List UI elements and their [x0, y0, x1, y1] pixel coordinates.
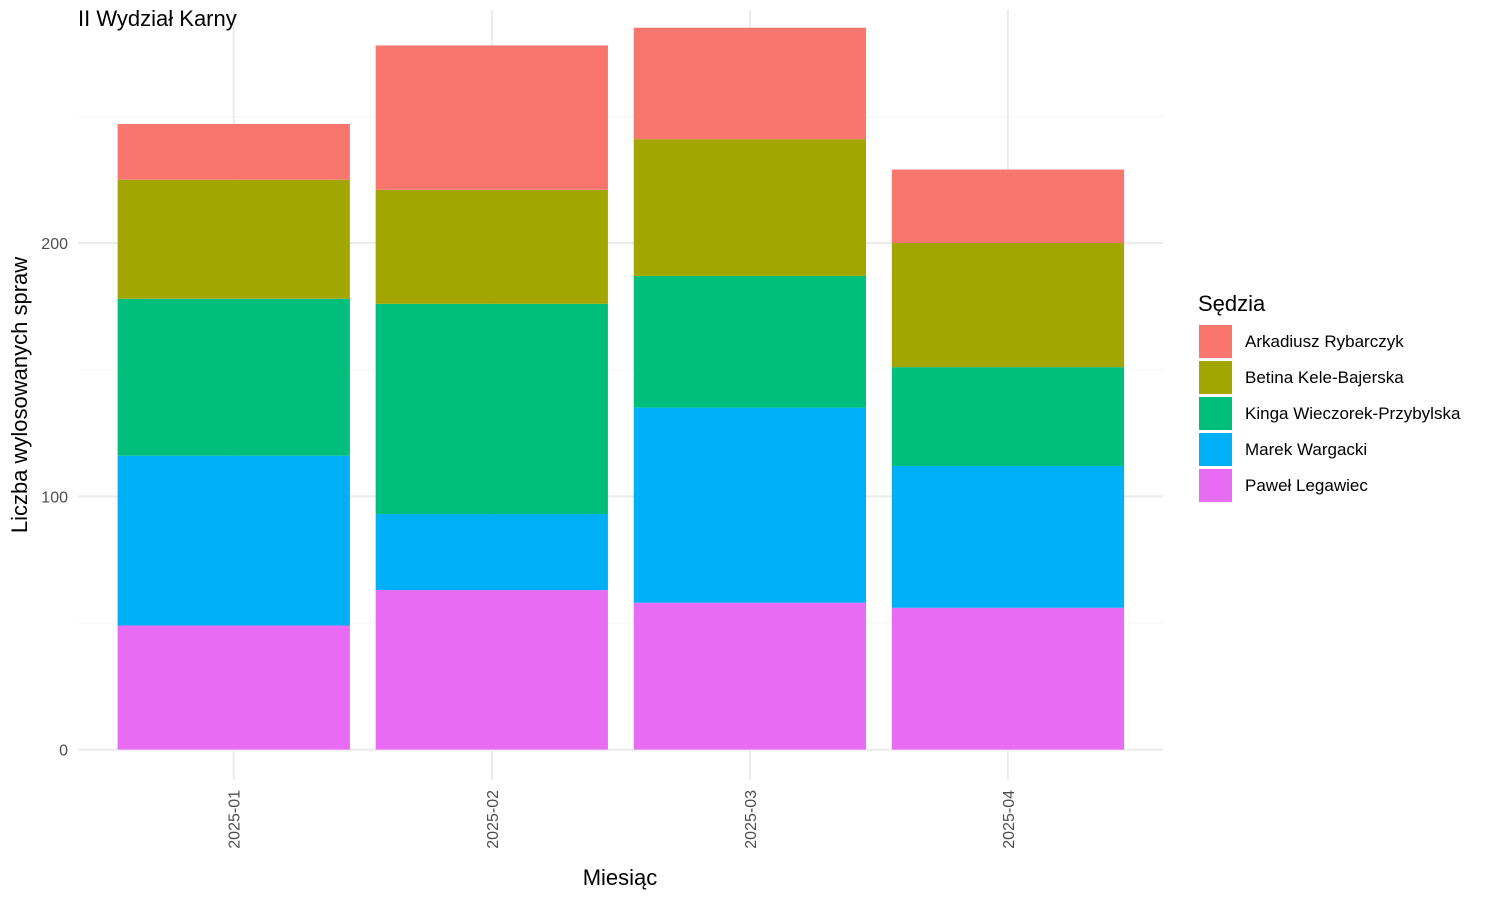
x-tick-label: 2025-04	[1001, 790, 1018, 849]
y-tick-label: 0	[59, 743, 68, 760]
legend-label: Kinga Wieczorek-Przybylska	[1245, 404, 1461, 423]
bar-segment	[117, 179, 350, 299]
legend-label: Arkadiusz Rybarczyk	[1245, 332, 1404, 351]
bar-segment	[633, 407, 867, 603]
x-tick-labels: 2025-01 2025-02 2025-03 2025-04	[227, 790, 1018, 849]
legend-key	[1199, 325, 1232, 358]
bar-segment	[633, 602, 867, 750]
legend-key	[1199, 433, 1232, 466]
legend-key	[1199, 361, 1232, 394]
bars	[117, 27, 1125, 750]
y-tick-label: 200	[41, 236, 68, 253]
legend: Sędzia Arkadiusz Rybarczyk Betina Kele-Ba…	[1198, 291, 1461, 502]
bar-segment	[891, 243, 1125, 368]
bar-segment	[117, 455, 350, 626]
legend-label: Paweł Legawiec	[1245, 476, 1368, 495]
bar-segment	[375, 590, 608, 750]
legend-title: Sędzia	[1198, 291, 1266, 316]
bar-segment	[375, 45, 608, 190]
legend-label: Marek Wargacki	[1245, 440, 1367, 459]
bar-segment	[375, 514, 608, 591]
bar-segment	[891, 367, 1125, 466]
x-tick-label: 2025-01	[227, 790, 244, 849]
bar-segment	[633, 275, 867, 408]
bar-segment	[891, 169, 1125, 244]
y-tick-label: 100	[41, 489, 68, 506]
bar-segment	[375, 189, 608, 304]
y-tick-labels: 0 100 200	[41, 236, 68, 760]
legend-key	[1199, 397, 1232, 430]
x-tick-label: 2025-02	[485, 790, 502, 849]
bar-segment	[633, 27, 867, 140]
bar-segment	[117, 625, 350, 750]
legend-label: Betina Kele-Bajerska	[1245, 368, 1404, 387]
x-tick-label: 2025-03	[743, 790, 760, 849]
bar-segment	[117, 298, 350, 456]
bar-segment	[633, 139, 867, 276]
bar-segment	[375, 303, 608, 515]
legend-key	[1199, 469, 1232, 502]
bar-segment	[117, 123, 350, 180]
bar-segment	[891, 607, 1125, 750]
x-axis-title: Miesiąc	[583, 865, 658, 890]
y-axis-title: Liczba wylosowanych spraw	[7, 257, 32, 533]
chart-title: II Wydział Karny	[78, 6, 237, 31]
bar-segment	[891, 465, 1125, 608]
